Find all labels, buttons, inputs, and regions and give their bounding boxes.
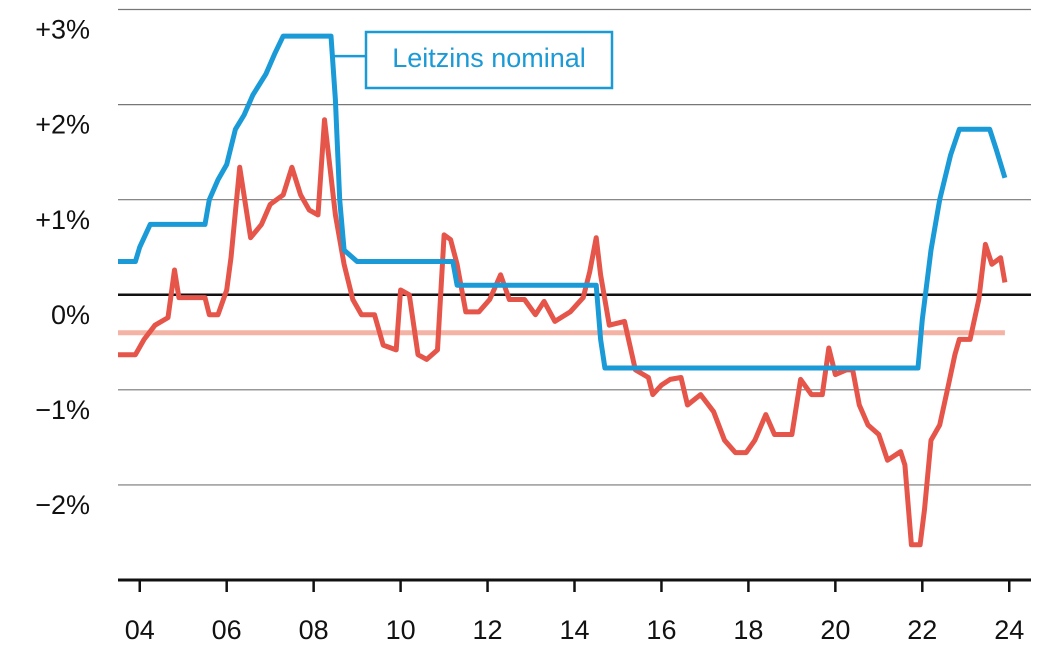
data-line (118, 33, 1008, 371)
annotation-label: Leitzins nominal (392, 43, 586, 73)
x-tick-label: 18 (733, 615, 763, 645)
y-tick-label: 0% (51, 300, 90, 330)
y-tick-label: +3% (35, 15, 90, 45)
x-tick-label: 20 (820, 615, 850, 645)
x-tick-label: 10 (386, 615, 416, 645)
annotation-box (364, 30, 614, 90)
y-tick-label: +1% (35, 205, 90, 235)
x-tick-label: 06 (212, 615, 242, 645)
x-tick-label: 04 (125, 615, 155, 645)
x-tick-label: 24 (994, 615, 1024, 645)
y-tick-label: −1% (35, 395, 90, 425)
x-tick-label: 12 (473, 615, 503, 645)
x-tick-label: 22 (907, 615, 937, 645)
x-tick-label: 14 (559, 615, 589, 645)
x-tick-label: 16 (646, 615, 676, 645)
y-tick-label: +2% (35, 110, 90, 140)
y-tick-label: −2% (35, 490, 90, 520)
x-tick-label: 08 (299, 615, 329, 645)
